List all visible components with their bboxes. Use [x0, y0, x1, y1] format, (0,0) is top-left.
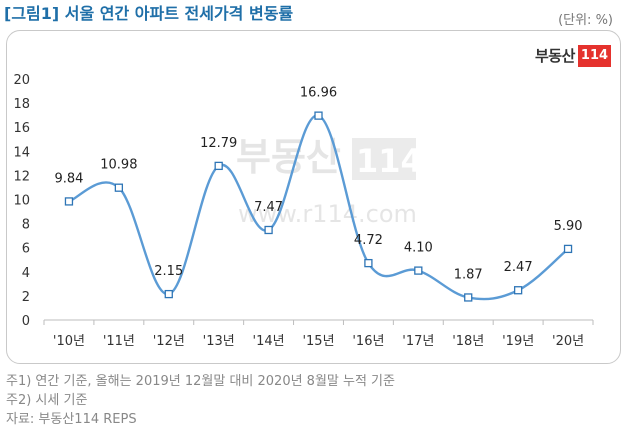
y-tick-label: 4	[22, 266, 30, 281]
logo-number: 114	[577, 45, 612, 67]
y-tick-label: 8	[22, 218, 30, 233]
chart-frame	[6, 30, 621, 364]
x-tick-label: '17년	[402, 334, 434, 349]
data-point-marker	[214, 161, 223, 171]
x-tick-label: '14년	[253, 334, 285, 349]
data-label: 2.47	[504, 260, 533, 275]
x-tick-label: '15년	[302, 334, 334, 349]
data-point-marker	[464, 293, 473, 302]
unit-label: (단위: %)	[558, 13, 613, 28]
logo-text: 부동산	[535, 47, 575, 65]
y-tick-label: 14	[13, 145, 30, 160]
data-label: 10.98	[100, 158, 137, 173]
chart-title: [그림1] 서울 연간 아파트 전세가격 변동률	[4, 4, 294, 23]
brand-logo: 부동산 114	[535, 45, 612, 67]
data-point-marker	[264, 225, 273, 235]
y-tick-label: 2	[22, 290, 30, 305]
watermark: 부동산 114 www.r114.com	[236, 135, 423, 228]
data-label-group: 9.84 10.98 2.15 12.79 7.47 16.96 4.72 4.10 1.87 2…	[54, 86, 582, 283]
axes: 0 2 4 6 8 10 12 14 16 18 20 '10년 '11년 '12년 '13년 '14년 '15…	[13, 73, 594, 349]
footnote-1: 주1) 연간 기준, 올해는 2019년 12월말 대비 2020년 8월말 누…	[6, 374, 395, 389]
series-line-group	[64, 111, 573, 302]
data-point-marker	[364, 258, 373, 268]
x-tick-label: '10년	[53, 334, 85, 349]
data-label: 2.15	[154, 264, 183, 279]
y-tick-label: 10	[13, 194, 30, 209]
watermark-brand: 부동산	[236, 135, 341, 179]
data-point-marker	[563, 244, 573, 254]
data-label: 1.87	[454, 267, 483, 282]
y-tick-label: 18	[13, 97, 30, 112]
x-tick-label: '19년	[502, 334, 534, 349]
data-point-marker	[414, 266, 423, 275]
y-tick-label: 12	[13, 169, 30, 184]
data-point-marker	[114, 183, 124, 192]
footnotes: 주1) 연간 기준, 올해는 2019년 12월말 대비 2020년 8월말 누…	[6, 372, 395, 429]
data-label: 4.72	[354, 233, 383, 248]
x-tick-label: '12년	[153, 334, 185, 349]
x-tick-label: '13년	[203, 334, 235, 349]
x-tick-label: '11년	[103, 334, 135, 349]
data-label: 16.96	[300, 86, 337, 101]
data-point-marker	[64, 197, 74, 206]
y-tick-label: 16	[13, 121, 30, 136]
watermark-url: www.r114.com	[238, 200, 417, 228]
watermark-number: 114	[356, 142, 423, 180]
data-point-marker	[314, 111, 323, 120]
y-tick-label: 20	[13, 73, 30, 88]
source-note: 자료: 부동산114 REPS	[6, 412, 137, 427]
data-point-marker	[164, 289, 173, 299]
data-label: 7.47	[254, 200, 283, 215]
data-label: 5.90	[554, 219, 583, 234]
data-point-marker	[513, 286, 523, 295]
footnote-2: 주2) 시세 기준	[6, 393, 88, 408]
x-tick-label: '16년	[352, 334, 384, 349]
x-tick-label: '20년	[552, 334, 584, 349]
x-tick-label: '18년	[452, 334, 484, 349]
data-label: 12.79	[200, 136, 237, 151]
watermark-badge	[352, 138, 416, 180]
y-tick-label: 0	[22, 314, 30, 329]
data-label: 9.84	[54, 171, 83, 186]
y-tick-label: 6	[22, 242, 30, 257]
data-label: 4.10	[404, 241, 433, 256]
